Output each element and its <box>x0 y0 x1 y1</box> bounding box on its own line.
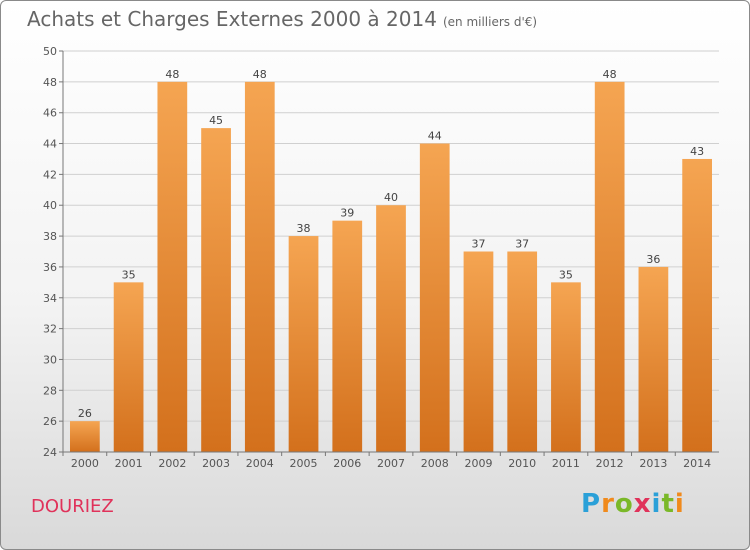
x-tick-label: 2011 <box>552 457 580 470</box>
value-label: 44 <box>428 130 442 143</box>
bar-2002 <box>157 81 188 452</box>
bar-2012 <box>594 81 625 452</box>
bar-2000 <box>69 421 100 452</box>
x-tick-label: 2009 <box>464 457 492 470</box>
bar-2001 <box>113 282 144 452</box>
y-tick-label: 30 <box>43 353 57 366</box>
x-tick-label: 2004 <box>246 457 274 470</box>
y-tick-label: 50 <box>43 45 57 58</box>
x-tick-label: 2010 <box>508 457 536 470</box>
x-axis: 2000 2001 2002 2003 2004 2005 2006 2007 2008 2009… <box>62 451 719 470</box>
value-label: 48 <box>603 68 617 81</box>
x-tick-label: 2014 <box>683 457 711 470</box>
logo-letter: i <box>674 489 685 519</box>
logo-letter: t <box>661 489 675 519</box>
logo-letter: P <box>581 489 602 519</box>
x-tick-label: 2000 <box>71 457 99 470</box>
y-tick-label: 36 <box>43 261 57 274</box>
y-tick-label: 26 <box>43 415 57 428</box>
x-tick-label: 2003 <box>202 457 230 470</box>
value-label: 39 <box>340 207 354 220</box>
value-label: 40 <box>384 191 398 204</box>
value-label: 36 <box>646 253 660 266</box>
y-tick-label: 24 <box>43 446 57 459</box>
title-text: Achats et Charges Externes 2000 à 2014 <box>27 7 437 31</box>
bar-2010 <box>507 251 538 452</box>
y-tick-label: 38 <box>43 230 57 243</box>
proxiti-logo: Proxiti <box>581 489 685 519</box>
logo-letter: i <box>651 489 662 519</box>
y-tick-label: 46 <box>43 107 57 120</box>
bar-2003 <box>201 128 231 452</box>
x-tick-label: 2006 <box>333 457 361 470</box>
y-tick-label: 28 <box>43 384 57 397</box>
x-tick-label: 2008 <box>421 457 449 470</box>
bar-2011 <box>551 282 581 452</box>
y-tick-label: 40 <box>43 199 57 212</box>
y-tick-label: 44 <box>43 138 57 151</box>
y-tick-label: 34 <box>43 292 57 305</box>
bar-2013 <box>638 266 669 452</box>
x-tick-label: 2002 <box>158 457 186 470</box>
value-label: 35 <box>122 268 136 281</box>
y-tick-label: 32 <box>43 323 57 336</box>
x-tick-label: 2005 <box>290 457 318 470</box>
chart-title: Achats et Charges Externes 2000 à 2014 (e… <box>27 7 537 31</box>
bar-2009 <box>463 251 494 452</box>
value-label: 37 <box>515 238 529 251</box>
value-label: 38 <box>297 222 311 235</box>
bar-2006 <box>332 220 363 452</box>
value-label: 48 <box>253 68 267 81</box>
logo-letter: r <box>601 489 615 519</box>
x-tick-label: 2001 <box>115 457 143 470</box>
x-tick-label: 2012 <box>596 457 624 470</box>
y-axis: 24 26 28 30 32 34 36 38 40 42 44 46 48 50 <box>43 45 64 459</box>
bar-2004 <box>244 81 275 452</box>
value-label: 45 <box>209 114 223 127</box>
logo-letter: x <box>633 489 652 519</box>
value-label: 35 <box>559 268 573 281</box>
bar-2007 <box>376 205 406 452</box>
x-tick-label: 2013 <box>639 457 667 470</box>
bars: 26 35 48 45 48 38 39 40 44 37 37 35 48 36 43 <box>69 68 713 453</box>
bar-2014 <box>682 158 713 452</box>
value-label: 37 <box>471 238 485 251</box>
commune-name: DOURIEZ <box>31 496 114 517</box>
title-unit: (en milliers d'€) <box>442 15 538 29</box>
y-tick-label: 48 <box>43 76 57 89</box>
bar-2008 <box>419 143 450 453</box>
logo-letter: o <box>614 489 634 519</box>
value-label: 48 <box>165 68 179 81</box>
bar-2005 <box>288 236 319 452</box>
value-label: 26 <box>78 407 92 420</box>
x-tick-label: 2007 <box>377 457 405 470</box>
y-tick-label: 42 <box>43 168 57 181</box>
value-label: 43 <box>690 145 704 158</box>
